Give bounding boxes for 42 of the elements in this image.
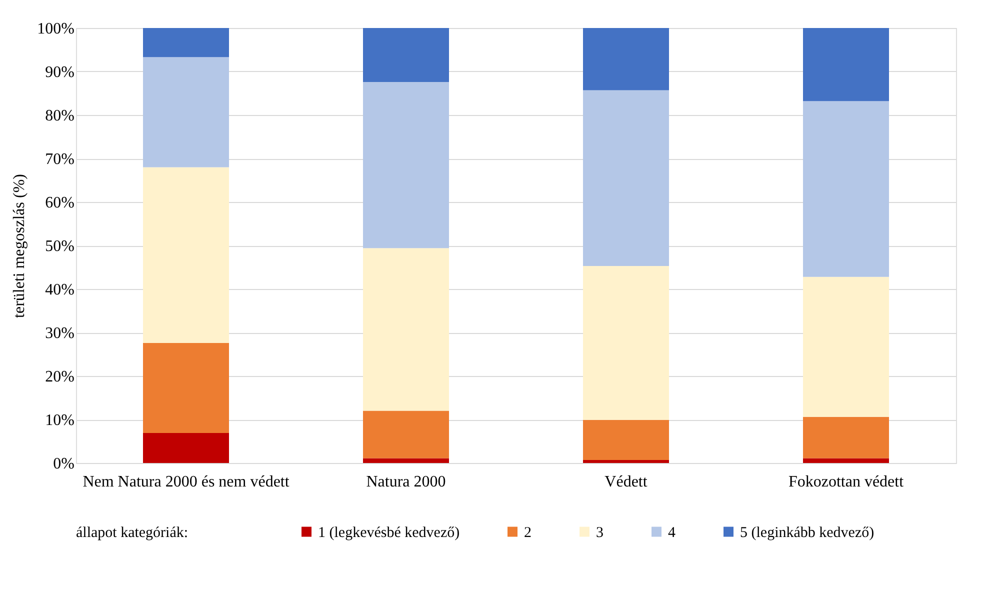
bar — [143, 57, 229, 168]
bar — [583, 28, 669, 90]
x-tick-label: Fokozottan védett — [788, 474, 904, 490]
x-tick-label: Védett — [604, 474, 648, 490]
bar — [143, 342, 229, 433]
bar — [363, 82, 449, 248]
y-tick-label: 40% — [45, 282, 74, 298]
bar — [583, 90, 669, 266]
bar — [363, 248, 449, 411]
y-tick-label: 80% — [45, 108, 74, 124]
y-tick-label: 60% — [45, 194, 74, 212]
legend-label: 2 — [524, 524, 532, 541]
y-tick-label: 90% — [45, 64, 74, 81]
x-tick-label: Nem Natura 2000 és nem védett — [82, 474, 290, 490]
legend-label: 5 (leginkább kedvező) — [740, 524, 874, 541]
bar — [803, 416, 889, 458]
legend-label: 4 — [668, 524, 676, 541]
y-tick-label: 10% — [45, 412, 74, 429]
y-axis-title: területi megoszlás (%) — [11, 174, 28, 318]
bar — [363, 410, 449, 458]
bar — [363, 28, 449, 82]
y-tick-label: 100% — [37, 20, 74, 38]
legend-label: 1 (legkevésbé kedvező) — [318, 524, 460, 541]
legend-label: 3 — [596, 524, 604, 541]
bar — [583, 266, 669, 420]
y-tick-label: 20% — [45, 368, 74, 386]
bar — [583, 420, 669, 460]
y-tick-label: 30% — [45, 325, 74, 342]
bar — [803, 28, 889, 102]
bar — [803, 101, 889, 277]
x-tick-label: Natura 2000 — [366, 474, 446, 490]
bar — [143, 432, 229, 463]
bar — [803, 458, 889, 463]
legend-title: állapot kategóriák: — [76, 525, 188, 541]
bar — [143, 28, 229, 58]
bar — [363, 458, 449, 463]
bar — [143, 167, 229, 343]
bar — [803, 276, 889, 417]
y-tick-label: 0% — [53, 456, 74, 472]
y-tick-label: 50% — [45, 238, 74, 255]
bar — [583, 460, 669, 463]
y-tick-label: 70% — [45, 151, 74, 168]
